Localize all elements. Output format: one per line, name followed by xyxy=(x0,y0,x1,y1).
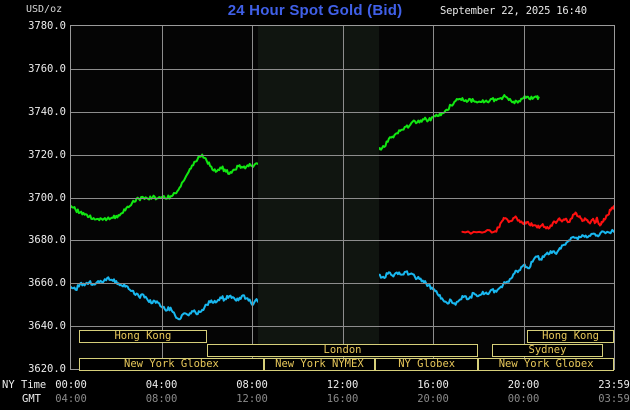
session-shading xyxy=(257,26,379,369)
plot-area: Hong Kong London New York Globex New York N… xyxy=(70,25,615,371)
x-tick-gmt: 12:00 xyxy=(236,393,268,405)
x-tick-gmt: 00:00 xyxy=(507,393,540,405)
x-tick-ny: 16:00 xyxy=(417,379,449,391)
grid-line-h xyxy=(71,155,614,156)
x-tick-ny: 12:00 xyxy=(326,379,359,391)
session-label: Sydney xyxy=(528,344,567,356)
session-label: Hong Kong xyxy=(542,330,599,342)
y-tick-label: 3780.0 xyxy=(28,20,66,32)
y-tick-label: 3700.0 xyxy=(28,191,66,204)
x-tick-gmt: 20:00 xyxy=(417,393,449,405)
series-line-sep-21-sunday xyxy=(461,205,614,235)
page-title: 24 Hour Spot Gold (Bid) xyxy=(227,2,403,19)
x-tick-ny: 04:00 xyxy=(145,379,178,391)
y-tick-label: 3760.0 xyxy=(28,62,66,75)
grid-line-h xyxy=(71,198,614,199)
session-bar xyxy=(375,358,479,371)
x-tick-ny: 20:00 xyxy=(507,379,540,391)
session-bar xyxy=(79,330,207,343)
grid-line-h xyxy=(71,326,614,327)
grid-line-h xyxy=(71,240,614,241)
grid-line-h xyxy=(71,112,614,113)
y-tick-label: 3720.0 xyxy=(28,148,66,161)
grid-line-v xyxy=(433,26,434,369)
y-tick-label: 3660.0 xyxy=(28,277,66,290)
grid-line-v xyxy=(343,26,344,369)
x-axis-row1-label: NY Time xyxy=(2,379,47,391)
session-label: Hong Kong xyxy=(114,330,172,342)
grid-line-h xyxy=(71,283,614,284)
session-label: New York Globex xyxy=(498,358,594,370)
x-tick-ny: 00:00 xyxy=(55,379,87,391)
session-bar xyxy=(263,358,376,371)
session-label: NY Globex xyxy=(398,358,456,370)
session-label: London xyxy=(323,344,362,356)
x-tick-gmt: 04:00 xyxy=(55,393,87,405)
x-tick-gmt: 08:00 xyxy=(145,393,178,405)
grid-line-v xyxy=(524,26,525,369)
session-bar xyxy=(79,358,264,371)
y-axis-unit-label: USD/oz xyxy=(26,4,63,15)
grid-line-v xyxy=(252,26,253,369)
session-label: New York NYMEX xyxy=(275,358,364,370)
grid-line-h xyxy=(71,69,614,70)
x-axis-row2-label: GMT xyxy=(22,393,41,405)
y-tick-label: 3740.0 xyxy=(28,105,66,118)
timestamp: September 22, 2025 16:40 xyxy=(440,5,587,17)
session-bar xyxy=(478,358,614,371)
y-tick-label: 3640.0 xyxy=(28,320,66,333)
y-tick-label: 3680.0 xyxy=(28,234,66,247)
x-tick-gmt: 16:00 xyxy=(326,393,359,405)
session-bar xyxy=(206,344,479,357)
grid-line-v xyxy=(162,26,163,369)
x-tick-ny: 23:59 xyxy=(598,379,630,391)
x-tick-gmt: 03:59 xyxy=(598,393,630,405)
session-bar xyxy=(491,344,604,357)
session-bar xyxy=(527,330,614,343)
y-tick-label: 3620.0 xyxy=(28,363,66,375)
x-tick-ny: 08:00 xyxy=(236,379,268,391)
session-label: New York Globex xyxy=(124,358,219,370)
